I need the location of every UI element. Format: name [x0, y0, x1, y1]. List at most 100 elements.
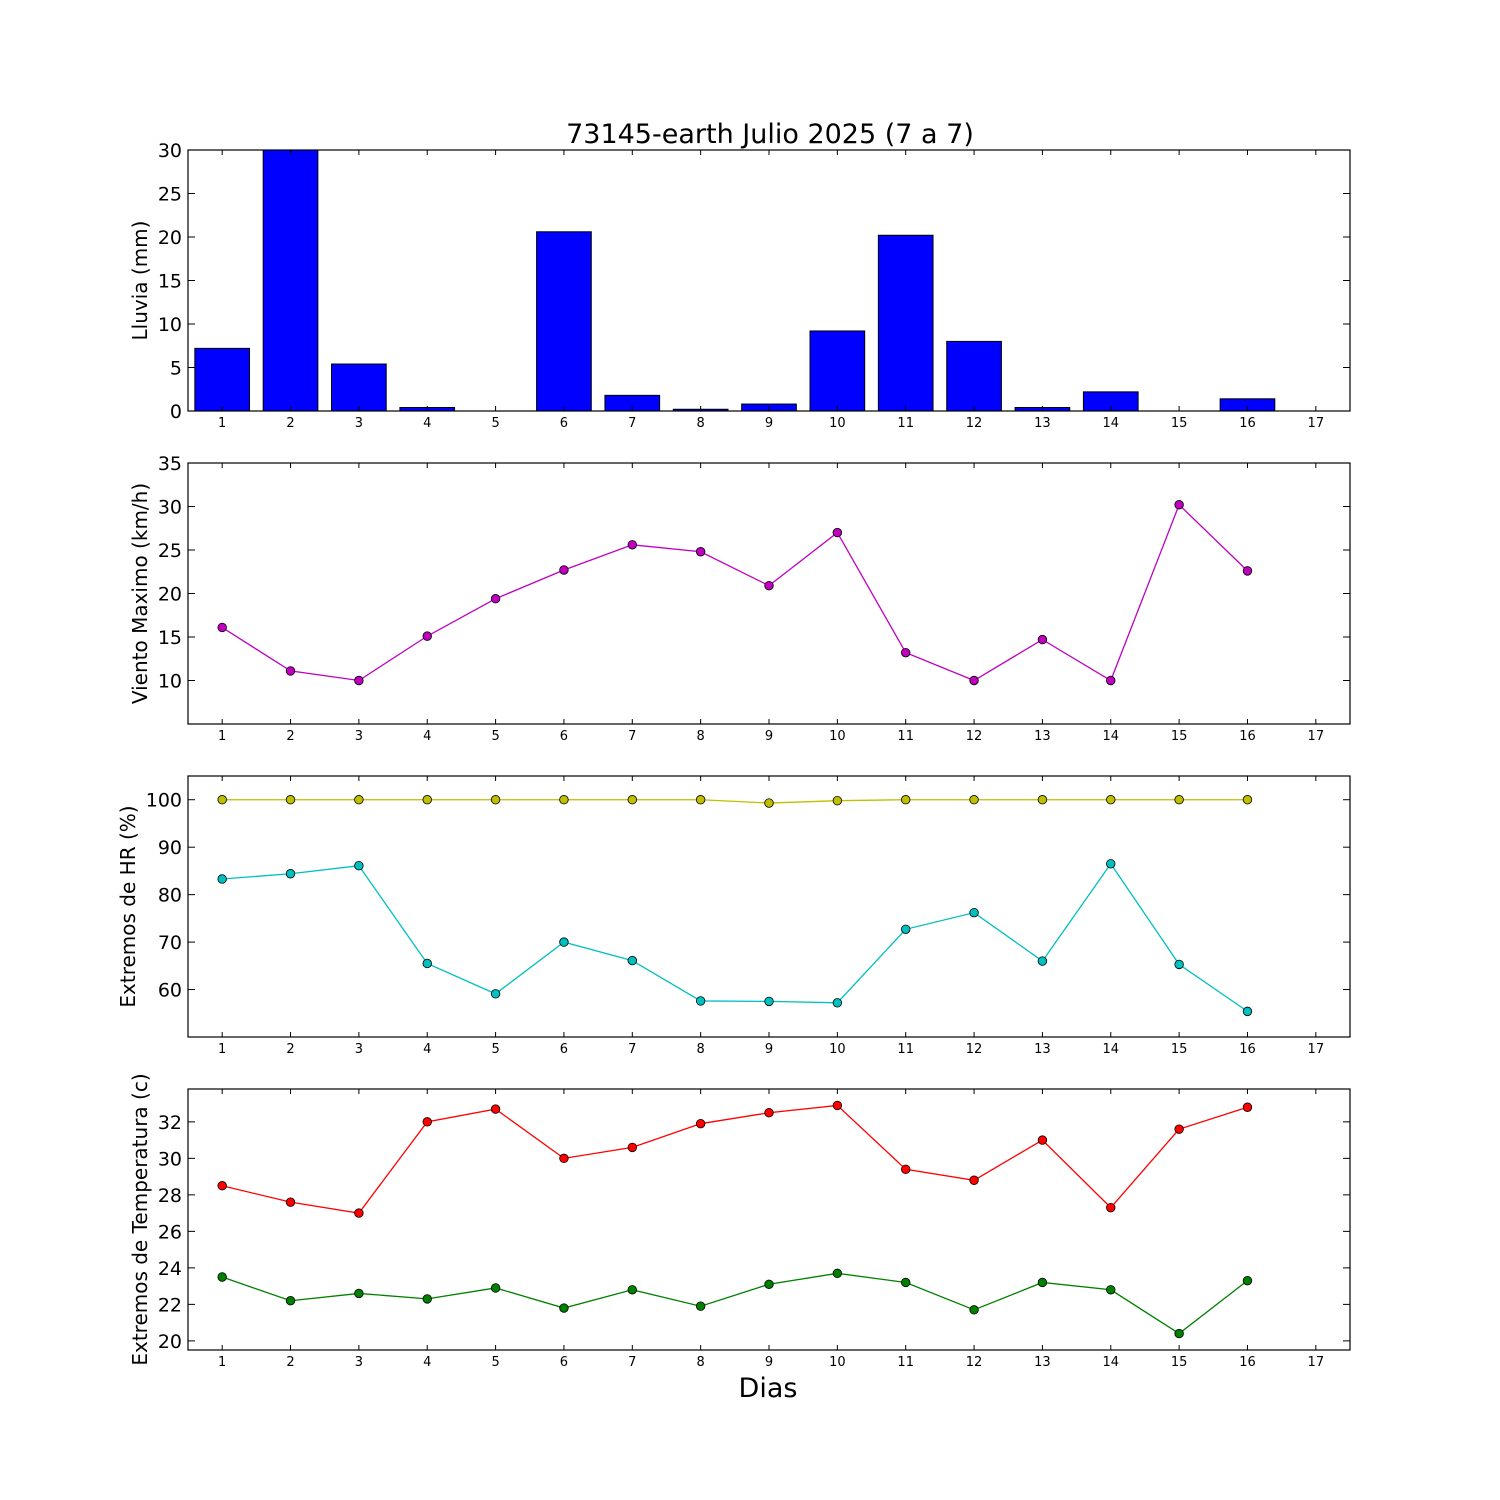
y-axis-label: Lluvia (mm) [128, 221, 152, 341]
data-point-day-16 [1242, 795, 1253, 805]
x-tick-label: 7 [628, 1042, 636, 1057]
x-tick-label: 4 [423, 1042, 431, 1057]
x-tick-label: 7 [628, 1355, 636, 1370]
data-point-day-12 [969, 795, 979, 805]
data-point-day-11 [901, 924, 911, 934]
x-tick-label: 3 [355, 729, 363, 744]
data-point-day-8 [695, 1118, 706, 1129]
y-tick-label: 15 [158, 627, 182, 649]
data-point-day-10 [832, 1268, 843, 1279]
data-point-day-14 [1106, 675, 1116, 686]
x-tick-label: 2 [286, 1042, 294, 1057]
y-tick-label: 30 [158, 1148, 182, 1170]
data-point-day-15 [1174, 1124, 1184, 1134]
y-axis-label: Extremos de Temperatura (c) [128, 1073, 152, 1365]
x-tick-label: 14 [1102, 1355, 1119, 1370]
series-line-1 [221, 503, 1248, 682]
data-point-day-5 [490, 594, 501, 604]
data-point-day-2 [285, 795, 296, 805]
x-tick-label: 17 [1308, 416, 1325, 431]
x-tick-label: 5 [491, 729, 499, 744]
y-tick-label: 60 [158, 980, 182, 1002]
x-tick-label: 9 [765, 1355, 773, 1370]
data-point-day-4 [422, 795, 432, 805]
y-tick-label: 80 [158, 885, 182, 907]
x-tick-label: 2 [286, 1355, 294, 1370]
data-point-day-2 [285, 1197, 296, 1207]
data-point-day-14 [1106, 1285, 1116, 1295]
x-tick-label: 16 [1239, 1355, 1256, 1370]
data-point-day-6 [559, 1303, 569, 1313]
data-point-day-4 [422, 1294, 432, 1304]
data-point-day-4 [422, 631, 432, 641]
chart-title: 73145-earth Julio 2025 (7 a 7) [566, 119, 974, 150]
x-tick-label: 4 [423, 416, 431, 431]
x-tick-label: 5 [491, 1355, 499, 1370]
data-point-day-1 [217, 874, 227, 884]
series-line-2 [222, 862, 1248, 1012]
y-tick-label: 90 [158, 837, 182, 859]
data-point-day-12 [969, 907, 979, 918]
y-tick-label: 25 [158, 540, 182, 562]
data-point-day-12 [969, 675, 979, 686]
x-tick-label: 4 [423, 729, 431, 744]
x-tick-label: 11 [897, 729, 914, 744]
y-tick-label: 70 [158, 932, 182, 954]
x-tick-label: 15 [1171, 729, 1188, 744]
x-tick-label: 11 [897, 1355, 914, 1370]
data-point-day-8 [695, 996, 706, 1006]
bar-day-2 [262, 149, 319, 412]
y-tick-label: 10 [158, 314, 182, 336]
data-point-day-3 [354, 1288, 364, 1299]
x-tick-label: 3 [355, 1355, 363, 1370]
data-point-day-9 [764, 580, 774, 591]
data-point-day-9 [764, 1279, 774, 1289]
bar-day-10 [809, 330, 866, 412]
data-point-day-10 [832, 795, 843, 806]
data-point-day-8 [695, 795, 706, 805]
y-tick-label: 20 [158, 227, 182, 249]
data-point-day-13 [1037, 1135, 1048, 1145]
x-tick-label: 8 [697, 1355, 705, 1370]
x-tick-label: 6 [560, 1042, 568, 1057]
x-tick-label: 8 [697, 729, 705, 744]
y-tick-label: 20 [158, 1331, 182, 1353]
data-point-day-5 [490, 1104, 501, 1114]
data-point-day-6 [559, 937, 569, 947]
x-tick-label: 15 [1171, 416, 1188, 431]
data-point-day-15 [1174, 959, 1184, 970]
data-point-day-3 [354, 795, 364, 805]
x-tick-label: 17 [1308, 729, 1325, 744]
x-tick-label: 15 [1171, 1042, 1188, 1057]
data-point-day-13 [1037, 1277, 1048, 1288]
x-tick-label: 3 [355, 1042, 363, 1057]
x-tick-label: 6 [560, 416, 568, 431]
data-point-day-6 [559, 1153, 569, 1164]
data-point-day-9 [764, 798, 774, 808]
data-point-day-16 [1242, 1275, 1253, 1286]
x-tick-label: 16 [1239, 729, 1256, 744]
x-tick-label: 3 [355, 416, 363, 431]
series-line-2 [221, 1272, 1248, 1335]
x-tick-label: 8 [697, 1042, 705, 1057]
data-point-day-14 [1106, 859, 1116, 869]
x-tick-label: 10 [829, 729, 846, 744]
x-tick-label: 13 [1034, 1042, 1051, 1057]
data-point-day-9 [764, 996, 774, 1007]
x-tick-label: 12 [966, 729, 983, 744]
y-tick-label: 30 [158, 497, 182, 519]
y-tick-label: 20 [158, 584, 182, 606]
data-point-day-14 [1106, 795, 1116, 805]
data-point-day-16 [1242, 566, 1253, 576]
x-tick-label: 14 [1102, 729, 1119, 744]
x-tick-label: 1 [218, 416, 226, 431]
data-point-day-5 [490, 1283, 501, 1293]
data-point-day-15 [1174, 795, 1184, 805]
chart-panel-3: 1 2 3 4 5 6 7 8 9 10 11 12 13 14 15 16 1760708090100Extr… [116, 775, 1351, 1057]
data-point-day-7 [627, 795, 637, 805]
x-tick-label: 9 [765, 1042, 773, 1057]
y-tick-label: 32 [158, 1112, 182, 1134]
x-tick-label: 5 [491, 416, 499, 431]
data-point-day-7 [627, 1285, 637, 1295]
data-point-day-15 [1174, 1328, 1184, 1339]
